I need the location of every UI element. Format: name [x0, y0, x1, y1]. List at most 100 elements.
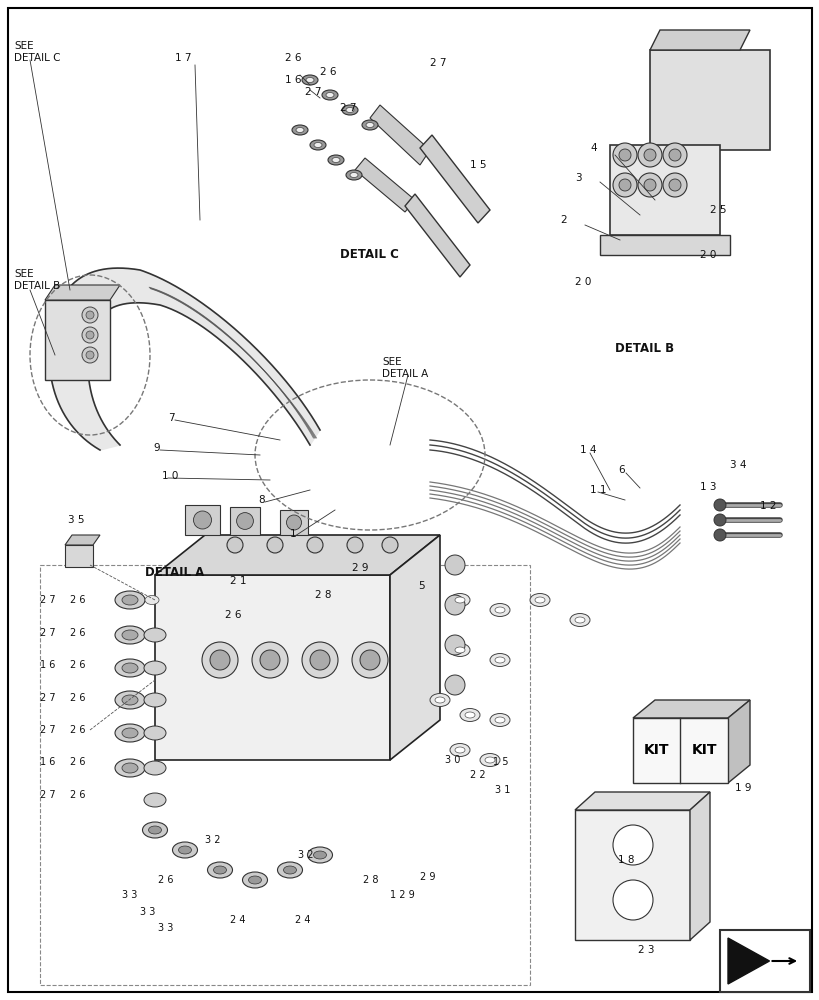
Polygon shape: [689, 792, 709, 940]
Ellipse shape: [122, 630, 138, 640]
Text: 2 6: 2 6: [158, 875, 174, 885]
Text: 2: 2: [559, 215, 566, 225]
Circle shape: [445, 675, 464, 695]
Circle shape: [306, 537, 323, 553]
Ellipse shape: [569, 613, 590, 626]
Bar: [632, 718, 727, 783]
Ellipse shape: [296, 128, 304, 133]
Ellipse shape: [122, 663, 138, 673]
Bar: [65, 545, 93, 567]
Circle shape: [445, 635, 464, 655]
Text: 1 5: 1 5: [469, 160, 486, 170]
Ellipse shape: [122, 595, 138, 605]
Text: 1 2 9: 1 2 9: [390, 890, 414, 900]
Ellipse shape: [495, 657, 505, 663]
Ellipse shape: [115, 626, 145, 644]
Text: 1 6: 1 6: [40, 757, 56, 767]
Text: 2 4: 2 4: [229, 915, 245, 925]
Circle shape: [286, 515, 301, 530]
Circle shape: [86, 311, 94, 319]
Ellipse shape: [115, 659, 145, 677]
Ellipse shape: [346, 170, 361, 180]
Polygon shape: [45, 285, 120, 300]
Circle shape: [637, 173, 661, 197]
Polygon shape: [390, 535, 440, 760]
Ellipse shape: [484, 757, 495, 763]
Text: 2 7: 2 7: [40, 628, 56, 638]
Circle shape: [351, 642, 387, 678]
Polygon shape: [574, 792, 709, 810]
Circle shape: [713, 499, 725, 511]
Circle shape: [668, 179, 680, 191]
Text: DETAIL A: DETAIL A: [145, 566, 204, 578]
Ellipse shape: [534, 597, 545, 603]
Text: 2 6: 2 6: [70, 790, 85, 800]
Ellipse shape: [115, 724, 145, 742]
Ellipse shape: [313, 851, 326, 859]
Text: 1 9: 1 9: [734, 783, 750, 793]
Text: 2 7: 2 7: [340, 103, 356, 113]
Ellipse shape: [361, 120, 378, 130]
Ellipse shape: [479, 754, 500, 766]
Bar: [574, 810, 689, 940]
Text: 2 6: 2 6: [70, 628, 85, 638]
Text: 3 3: 3 3: [122, 890, 138, 900]
Ellipse shape: [529, 593, 550, 606]
Circle shape: [86, 351, 94, 359]
Text: 1 4: 1 4: [579, 445, 595, 455]
Circle shape: [193, 511, 211, 529]
Bar: [185, 505, 219, 535]
Text: 2 7: 2 7: [429, 58, 446, 68]
Text: KIT: KIT: [690, 744, 716, 758]
Text: 2 6: 2 6: [319, 67, 336, 77]
Text: 3 5: 3 5: [68, 515, 84, 525]
Text: 2 7: 2 7: [40, 725, 56, 735]
Text: 2 6: 2 6: [70, 757, 85, 767]
Ellipse shape: [145, 728, 159, 738]
Ellipse shape: [172, 842, 197, 858]
Bar: [155, 575, 390, 760]
Ellipse shape: [115, 591, 145, 609]
Bar: [600, 235, 729, 255]
Text: SEE
DETAIL B: SEE DETAIL B: [14, 269, 60, 291]
Circle shape: [82, 347, 98, 363]
Ellipse shape: [322, 90, 337, 100]
Text: 1 1: 1 1: [590, 485, 606, 495]
Text: 1 7: 1 7: [174, 53, 192, 63]
Ellipse shape: [248, 876, 261, 884]
Ellipse shape: [332, 158, 340, 163]
Text: 1 3: 1 3: [699, 482, 716, 492]
Bar: [609, 145, 719, 235]
Circle shape: [382, 537, 397, 553]
Ellipse shape: [490, 603, 509, 616]
Ellipse shape: [213, 866, 226, 874]
Ellipse shape: [242, 872, 267, 888]
Circle shape: [227, 537, 242, 553]
Text: 2 2: 2 2: [469, 770, 485, 780]
Circle shape: [346, 537, 363, 553]
Text: DETAIL B: DETAIL B: [614, 342, 673, 355]
Ellipse shape: [310, 140, 326, 150]
Circle shape: [637, 143, 661, 167]
Text: 9: 9: [153, 443, 160, 453]
Ellipse shape: [144, 761, 165, 775]
Polygon shape: [727, 700, 749, 783]
Ellipse shape: [305, 78, 314, 83]
Text: 3 3: 3 3: [140, 907, 155, 917]
Ellipse shape: [450, 593, 469, 606]
Polygon shape: [49, 268, 319, 450]
Text: DETAIL C: DETAIL C: [340, 248, 398, 261]
Ellipse shape: [495, 717, 505, 723]
Ellipse shape: [115, 691, 145, 709]
Text: 2 7: 2 7: [40, 693, 56, 703]
Text: 4: 4: [590, 143, 596, 153]
Ellipse shape: [122, 695, 138, 705]
Polygon shape: [419, 135, 490, 223]
Ellipse shape: [455, 597, 464, 603]
Circle shape: [445, 555, 464, 575]
Text: SEE
DETAIL A: SEE DETAIL A: [382, 357, 428, 379]
Text: 2 8: 2 8: [314, 590, 331, 600]
Text: 1: 1: [290, 529, 296, 539]
Ellipse shape: [301, 75, 318, 85]
Ellipse shape: [122, 763, 138, 773]
